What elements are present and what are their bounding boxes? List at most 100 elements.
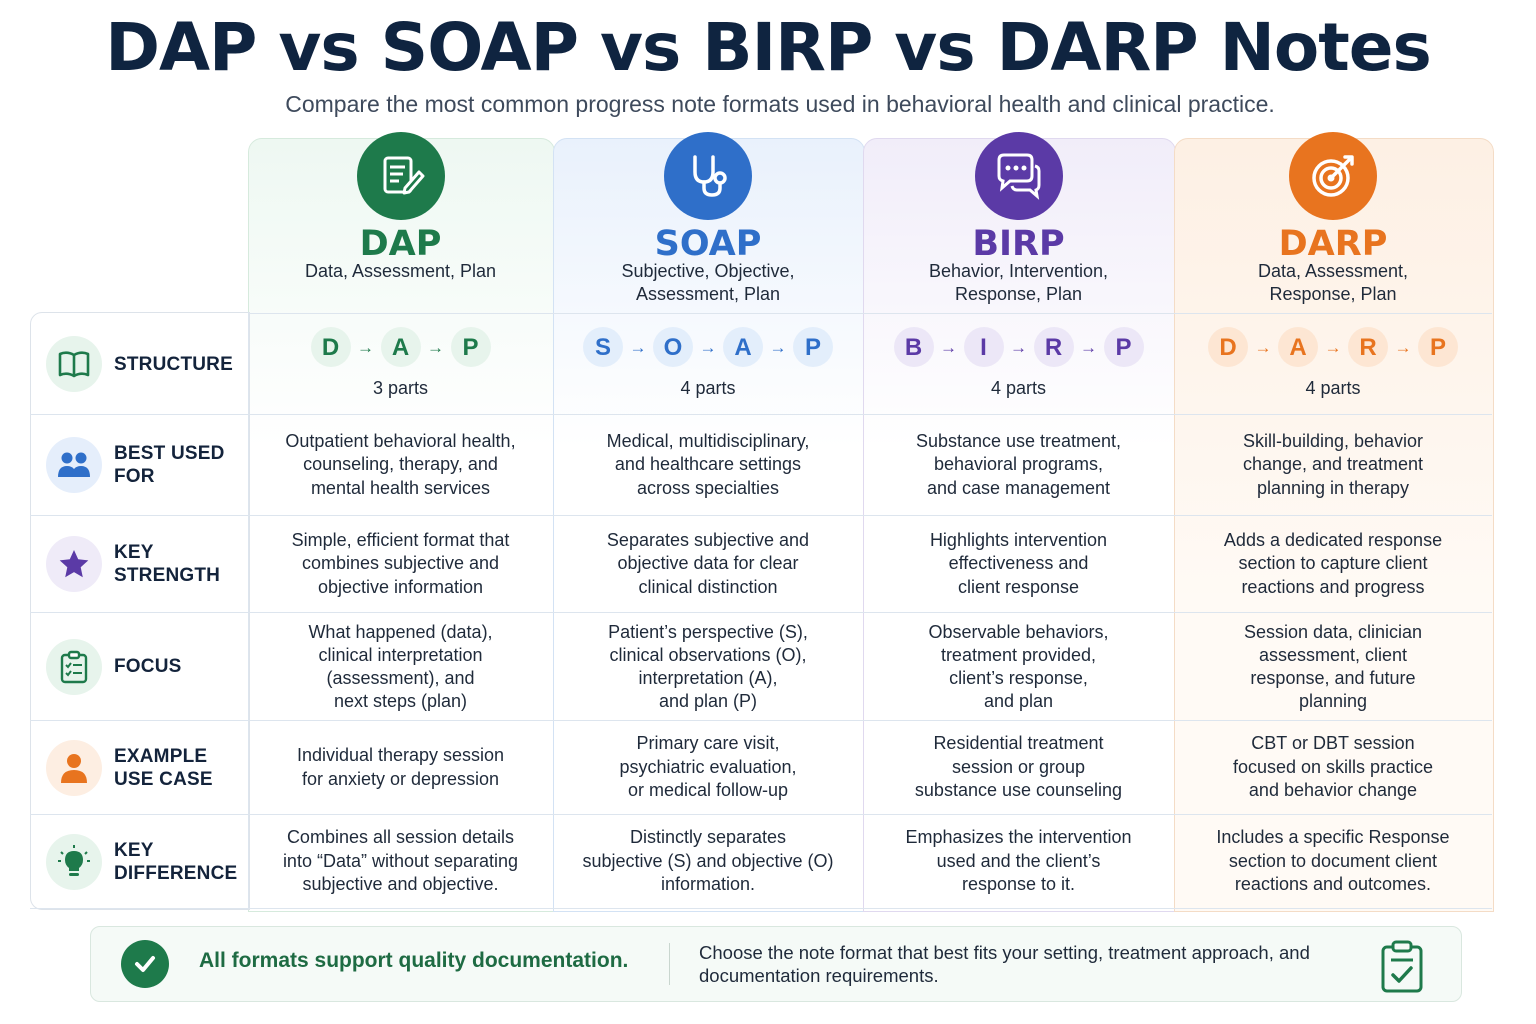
row-label-key-difference: KEY DIFFERENCE: [30, 815, 248, 908]
arrow-icon: →: [1394, 337, 1412, 357]
arrow-icon: →: [1010, 337, 1027, 357]
grid-line: [30, 515, 1492, 516]
structure-letter: R: [1033, 327, 1074, 368]
darp-full-name: Data, Assessment, Response, Plan: [1257, 261, 1409, 304]
target-icon: [1289, 132, 1377, 220]
arrow-icon: →: [1324, 337, 1342, 357]
structure-letter: D: [1208, 327, 1248, 368]
dap-column-bg: [248, 138, 555, 912]
soap-full-name: Subjective, Objective, Assessment, Plan: [621, 261, 795, 304]
dap-key-strength-cell: Simple, efficient format that combines su…: [291, 529, 510, 597]
birp-best-used-for-cell: Substance use treatment, behavioral progr…: [915, 430, 1122, 498]
structure-letter: I: [963, 327, 1004, 368]
clipboard-check-icon: [1379, 939, 1425, 998]
page-title: DAP vs SOAP vs BIRP vs DARP Notes: [105, 9, 1432, 86]
row-label-text: BEST USED FOR: [114, 443, 225, 487]
birp-column-bg: [863, 138, 1176, 912]
birp-key-strength-cell: Highlights intervention effectiveness and…: [929, 529, 1108, 597]
structure-letter: P: [1103, 327, 1144, 368]
person-icon: [46, 739, 102, 796]
structure-letter: S: [583, 327, 623, 368]
row-label-text: KEY STRENGTH: [114, 542, 221, 586]
dap-best-used-for-cell: Outpatient behavioral health, counseling,…: [285, 430, 516, 498]
darp-column-bg: [1174, 138, 1494, 912]
row-label-structure: STRUCTURE: [30, 314, 248, 414]
darp-name: DARP: [1278, 224, 1388, 264]
structure-letter: P: [793, 327, 833, 368]
darp-best-used-for-cell: Skill-building, behavior change, and trea…: [1242, 430, 1424, 498]
birp-flow: B → I → R → P: [893, 327, 1144, 368]
birp-full-name: Behavior, Intervention, Response, Plan: [928, 261, 1109, 304]
star-icon: [46, 536, 102, 592]
chat-bubbles-icon: [974, 132, 1063, 220]
dap-full-name: Data, Assessment, Plan: [304, 261, 497, 281]
grid-line: [248, 312, 249, 908]
lightbulb-icon: [46, 833, 102, 890]
row-label-panel: [30, 312, 250, 910]
arrow-icon: →: [1254, 337, 1272, 357]
birp-key-difference-cell: Emphasizes the intervention used and the …: [905, 827, 1132, 895]
soap-focus-cell: Patient’s perspective (S), clinical obser…: [608, 621, 808, 711]
soap-key-strength-cell: Separates subjective and objective data f…: [606, 529, 810, 597]
birp-focus-cell: Observable behaviors, treatment provided,…: [928, 621, 1109, 711]
grid-line: [30, 814, 1492, 815]
structure-letter: O: [653, 327, 693, 368]
dap-example-cell: Individual therapy session for anxiety or…: [296, 745, 505, 789]
soap-column-bg: [553, 138, 865, 912]
darp-focus-cell: Session data, clinician assessment, clien…: [1243, 621, 1423, 711]
dap-flow: D → A → P: [310, 327, 491, 368]
darp-example-cell: CBT or DBT session focused on skills prac…: [1232, 733, 1434, 801]
page-subtitle: Compare the most common progress note fo…: [285, 91, 1275, 117]
row-label-example-use-case: EXAMPLE USE CASE: [30, 721, 248, 814]
arrow-icon: →: [769, 337, 787, 357]
parts-count: 3 parts: [372, 378, 429, 399]
dap-key-difference-cell: Combines all session details into “Data” …: [282, 827, 519, 895]
document-pen-icon: [356, 132, 445, 220]
book-icon: [46, 336, 102, 392]
darp-header: DARP Data, Assessment, Response, Plan: [1174, 132, 1492, 314]
grid-line: [30, 414, 1492, 415]
footer-banner: All formats support quality documentatio…: [90, 926, 1462, 1002]
row-label-key-strength: KEY STRENGTH: [30, 516, 248, 612]
stethoscope-icon: [664, 132, 752, 220]
structure-letter: A: [1278, 327, 1318, 368]
soap-example-cell: Primary care visit, psychiatric evaluatio…: [619, 733, 797, 801]
parts-count: 4 parts: [1305, 378, 1361, 399]
structure-letter: P: [450, 327, 491, 368]
parts-count: 4 parts: [680, 378, 736, 399]
check-circle-icon: [121, 940, 169, 988]
structure-letter: D: [310, 327, 351, 368]
darp-key-difference-cell: Includes a specific Response section to d…: [1216, 827, 1450, 895]
row-label-text: KEY DIFFERENCE: [114, 839, 238, 884]
arrow-icon: →: [427, 337, 444, 357]
dap-header: DAP Data, Assessment, Plan: [248, 132, 553, 314]
dap-focus-cell: What happened (data), clinical interpreta…: [308, 621, 493, 711]
row-label-text: STRUCTURE: [114, 353, 233, 375]
soap-header: SOAP Subjective, Objective, Assessment, P…: [553, 132, 863, 314]
arrow-icon: →: [629, 337, 647, 357]
soap-key-difference-cell: Distinctly separates subjective (S) and o…: [582, 827, 834, 895]
row-label-text: FOCUS: [114, 656, 182, 677]
structure-letter: A: [380, 327, 421, 368]
darp-structure-cell: D → A → R → P 4 parts: [1174, 314, 1492, 414]
arrow-icon: →: [357, 337, 374, 357]
soap-name: SOAP: [654, 224, 762, 264]
birp-name: BIRP: [972, 224, 1065, 264]
darp-flow: D → A → R → P: [1208, 327, 1458, 368]
grid-line: [30, 612, 1492, 613]
birp-header: BIRP Behavior, Intervention, Response, Pl…: [863, 132, 1174, 314]
soap-structure-cell: S → O → A → P 4 parts: [553, 314, 863, 414]
dap-structure-cell: D → A → P 3 parts: [248, 314, 553, 414]
clipboard-list-icon: [46, 638, 102, 695]
dap-name: DAP: [359, 224, 442, 264]
parts-count: 4 parts: [990, 378, 1047, 399]
darp-key-strength-cell: Adds a dedicated response section to capt…: [1223, 529, 1443, 597]
arrow-icon: →: [699, 337, 717, 357]
structure-letter: A: [723, 327, 763, 368]
grid-line: [30, 908, 1492, 909]
arrow-icon: →: [940, 337, 957, 357]
footer-headline: All formats support quality documentatio…: [199, 949, 629, 972]
birp-structure-cell: B → I → R → P 4 parts: [863, 314, 1174, 414]
birp-example-cell: Residential treatment session or group sub…: [914, 733, 1123, 801]
structure-letter: P: [1418, 327, 1458, 368]
